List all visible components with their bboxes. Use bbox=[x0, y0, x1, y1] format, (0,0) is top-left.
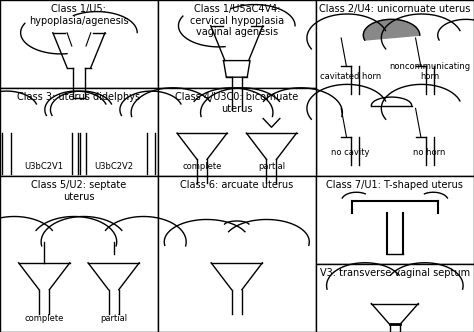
Text: partial: partial bbox=[100, 314, 127, 323]
Text: Class 4/U3C0: bicornuate
uterus: Class 4/U3C0: bicornuate uterus bbox=[175, 92, 299, 114]
Bar bbox=[316, 264, 474, 332]
Text: Class 2/U4: unicornuate uterus: Class 2/U4: unicornuate uterus bbox=[319, 4, 471, 14]
Polygon shape bbox=[224, 61, 250, 77]
Text: Class 5/U2: septate
uterus: Class 5/U2: septate uterus bbox=[31, 180, 127, 202]
Bar bbox=[158, 176, 316, 332]
Bar bbox=[158, 88, 316, 176]
Text: U3bC2V2: U3bC2V2 bbox=[94, 162, 133, 171]
Text: no horn: no horn bbox=[413, 148, 446, 157]
Text: Class 1/U5aC4V4:
cervical hypoplasia
vaginal agenesis: Class 1/U5aC4V4: cervical hypoplasia vag… bbox=[190, 4, 284, 37]
Text: cavitated horn: cavitated horn bbox=[320, 72, 381, 81]
Bar bbox=[0, 176, 158, 332]
Bar bbox=[158, 0, 316, 88]
Bar bbox=[0, 88, 158, 176]
Text: partial: partial bbox=[258, 162, 285, 171]
Text: Class 7/U1: T-shaped uterus: Class 7/U1: T-shaped uterus bbox=[327, 180, 463, 190]
Polygon shape bbox=[364, 19, 420, 40]
Text: complete: complete bbox=[25, 314, 64, 323]
Bar bbox=[316, 0, 474, 176]
Text: Class 6: arcuate uterus: Class 6: arcuate uterus bbox=[180, 180, 293, 190]
Text: no cavity: no cavity bbox=[331, 148, 370, 157]
Text: noncommunicating
horn: noncommunicating horn bbox=[389, 61, 470, 81]
Text: complete: complete bbox=[182, 162, 222, 171]
Bar bbox=[316, 176, 474, 264]
Text: Class 3: uterus didelphys: Class 3: uterus didelphys bbox=[18, 92, 140, 102]
Bar bbox=[0, 0, 158, 88]
Text: U3bC2V1: U3bC2V1 bbox=[25, 162, 64, 171]
Text: V3: transverse vaginal septum: V3: transverse vaginal septum bbox=[320, 268, 470, 278]
Text: Class 1/U5:
hypoplasia/agenesis: Class 1/U5: hypoplasia/agenesis bbox=[29, 4, 129, 26]
